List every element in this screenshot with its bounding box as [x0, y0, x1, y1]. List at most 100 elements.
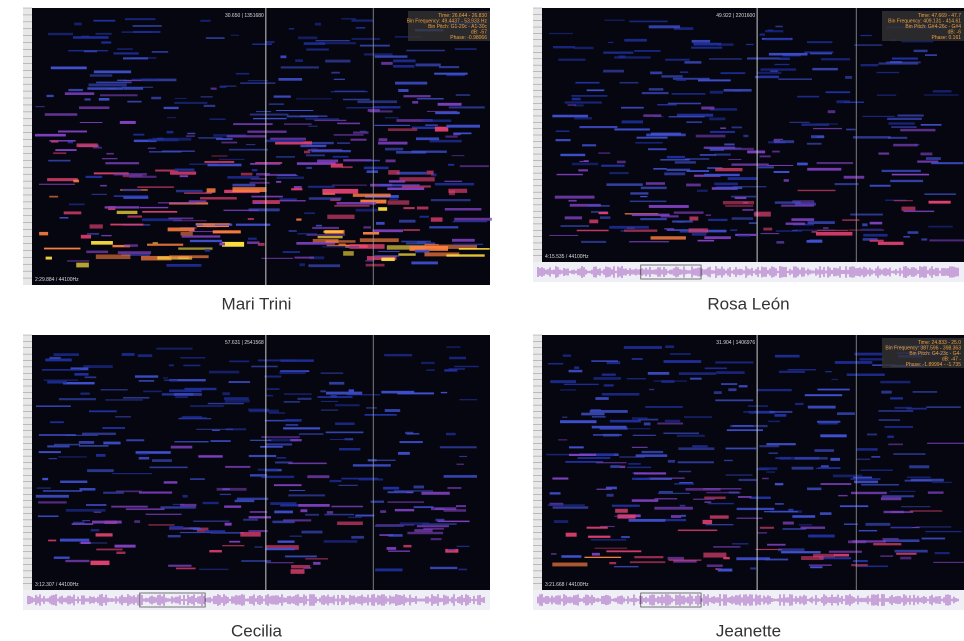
spectral-streak: [811, 135, 825, 139]
spectral-streak: [305, 558, 329, 560]
spectral-streak: [80, 541, 91, 544]
spectral-streak: [275, 156, 295, 158]
spectral-streak: [665, 345, 675, 349]
spectral-streak: [725, 474, 753, 476]
spectral-streak: [686, 121, 702, 124]
spectral-streak: [203, 104, 216, 107]
spectral-streak: [193, 528, 202, 531]
spectral-streak: [650, 71, 663, 75]
spectral-streak: [768, 452, 778, 454]
spectral-streak: [551, 553, 557, 555]
spectral-streak: [691, 232, 707, 236]
spectral-streak: [384, 409, 401, 412]
spectral-streak: [723, 459, 733, 462]
spectral-streak: [403, 207, 415, 210]
spectral-streak: [83, 50, 97, 53]
spectral-streak: [42, 369, 81, 371]
spectral-streak: [378, 250, 400, 253]
spectral-streak: [595, 397, 609, 400]
spectral-streak: [124, 244, 138, 247]
spectral-streak: [716, 371, 745, 374]
spectral-streak: [609, 171, 629, 175]
spectral-streak: [137, 186, 174, 188]
spectral-streak: [714, 182, 738, 186]
spectral-streak: [283, 393, 312, 395]
spectral-streak: [552, 562, 588, 567]
spectral-streak: [297, 232, 318, 235]
spectral-streak: [169, 389, 202, 393]
spectral-streak: [657, 103, 677, 106]
spectral-streak: [811, 231, 818, 233]
spectral-streak: [801, 556, 824, 561]
spectral-streak: [452, 238, 475, 242]
spectral-streak: [59, 216, 69, 219]
spectral-streak: [678, 470, 692, 473]
spectral-streak: [552, 45, 576, 49]
spectral-streak: [430, 217, 443, 222]
spectral-streak: [36, 405, 71, 407]
spectral-streak: [921, 238, 928, 241]
spectral-streak: [624, 229, 658, 232]
spectral-streak: [151, 51, 169, 53]
spectral-streak: [788, 508, 794, 512]
spectral-streak: [127, 100, 142, 103]
spectral-streak: [236, 497, 269, 500]
spectral-streak: [115, 416, 131, 418]
spectral-streak: [283, 519, 312, 522]
spectral-streak: [861, 483, 899, 486]
spectral-streak: [561, 555, 582, 558]
spectral-streak: [290, 439, 302, 442]
spectral-streak: [787, 369, 817, 371]
spectral-streak: [48, 539, 57, 542]
spectral-streak: [775, 457, 791, 460]
spectral-streak: [341, 18, 356, 20]
spectral-streak: [430, 507, 457, 511]
spectral-streak: [449, 356, 466, 360]
spectral-streak: [645, 182, 665, 185]
spectral-streak: [736, 507, 775, 511]
spectral-streak: [58, 456, 87, 458]
spectral-streak: [894, 549, 928, 553]
spectral-streak: [882, 539, 920, 543]
spectral-streak: [640, 186, 667, 190]
spectral-streak: [878, 152, 890, 155]
spectral-streak: [571, 162, 599, 166]
spectral-streak: [175, 396, 188, 398]
spectral-streak: [782, 528, 807, 530]
spectral-streak: [446, 254, 485, 257]
spectral-streak: [248, 454, 277, 458]
spectral-streak: [661, 380, 675, 383]
spectral-streak: [800, 526, 826, 529]
spectral-streak: [716, 186, 743, 190]
spectral-streak: [68, 88, 83, 92]
spectral-streak: [63, 211, 82, 215]
spectral-streak: [846, 373, 885, 377]
spectral-streak: [355, 208, 378, 212]
spectral-streak: [355, 514, 375, 517]
spectral-streak: [709, 148, 724, 151]
spectral-streak: [122, 86, 154, 88]
spectral-streak: [45, 358, 72, 362]
spectral-streak: [346, 107, 386, 109]
spectral-streak: [671, 93, 706, 95]
waveform-view: [640, 264, 702, 280]
spectral-streak: [663, 432, 700, 435]
spectral-streak: [251, 365, 278, 368]
spectral-streak: [101, 234, 112, 237]
spectral-streak: [322, 246, 360, 248]
spectrogram-panel: 30.650 | 1351680 2:29.884 / 44100Hz Time: …: [23, 7, 492, 285]
spectral-streak: [679, 482, 692, 484]
spectral-streak: [122, 188, 142, 192]
spectral-streak: [332, 155, 349, 158]
spectral-streak: [686, 170, 710, 172]
spectral-streak: [896, 552, 917, 555]
spectral-streak: [394, 508, 415, 512]
spectral-streak: [135, 451, 171, 454]
spectral-streak: [304, 150, 311, 154]
spectral-streak: [387, 128, 418, 132]
spectral-streak: [891, 57, 918, 60]
spectral-streak: [817, 229, 848, 231]
spectral-streak: [643, 422, 651, 426]
spectral-streak: [419, 215, 429, 218]
spectral-streak: [809, 52, 832, 55]
